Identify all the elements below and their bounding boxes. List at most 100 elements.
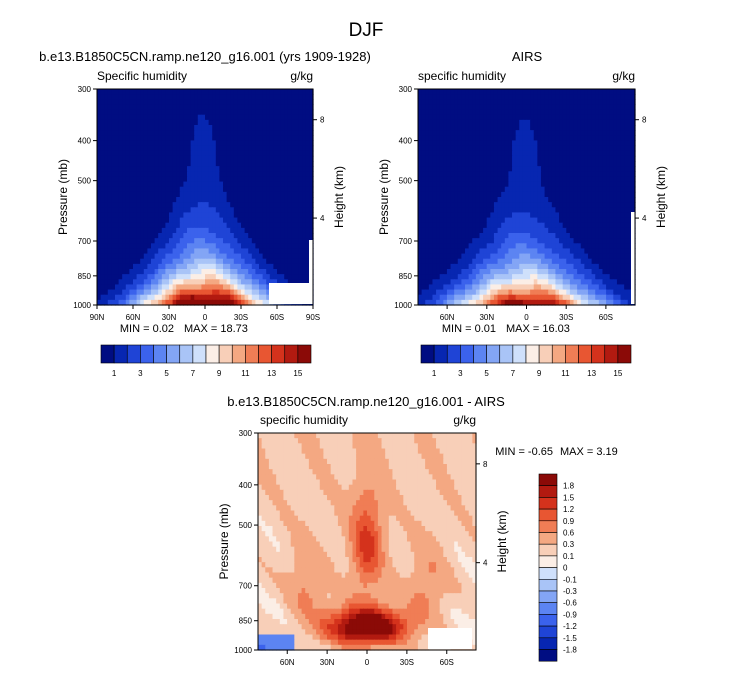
data-cell bbox=[215, 279, 220, 286]
data-cell bbox=[584, 243, 589, 250]
data-cell bbox=[219, 191, 224, 198]
data-cell bbox=[446, 289, 452, 296]
data-cell bbox=[591, 135, 596, 142]
data-cell bbox=[490, 212, 495, 219]
data-cell bbox=[147, 207, 152, 214]
data-cell bbox=[129, 114, 134, 121]
data-cell bbox=[504, 202, 510, 208]
data-cell bbox=[512, 166, 517, 172]
data-cell bbox=[133, 263, 138, 270]
data-cell bbox=[251, 299, 256, 306]
data-cell bbox=[183, 274, 188, 280]
data-cell bbox=[115, 191, 120, 198]
data-cell bbox=[613, 94, 618, 100]
data-cell bbox=[115, 253, 120, 260]
data-cell bbox=[305, 197, 310, 203]
data-cell bbox=[519, 114, 524, 121]
data-cell bbox=[161, 135, 166, 142]
data-cell bbox=[497, 197, 502, 203]
data-cell bbox=[595, 186, 600, 193]
data-cell bbox=[580, 274, 585, 280]
data-cell bbox=[526, 135, 531, 142]
data-cell bbox=[226, 176, 231, 183]
data-cell bbox=[201, 140, 206, 147]
data-cell bbox=[598, 222, 604, 229]
data-cell bbox=[147, 161, 152, 167]
data-cell bbox=[262, 233, 267, 239]
data-cell bbox=[223, 181, 228, 188]
data-cell bbox=[147, 227, 152, 234]
data-cell bbox=[129, 135, 134, 142]
data-cell bbox=[443, 243, 448, 250]
data-cell bbox=[548, 248, 553, 255]
data-cell bbox=[508, 202, 513, 208]
data-cell bbox=[219, 114, 224, 121]
data-cell bbox=[212, 253, 217, 260]
data-cell bbox=[508, 217, 513, 224]
data-cell bbox=[439, 243, 444, 250]
data-cell bbox=[432, 238, 437, 244]
data-cell bbox=[280, 176, 285, 183]
data-cell bbox=[443, 181, 448, 188]
data-cell bbox=[551, 233, 557, 239]
data-cell bbox=[468, 274, 473, 280]
data-cell bbox=[573, 227, 578, 234]
data-cell bbox=[133, 145, 138, 152]
data-cell bbox=[504, 145, 510, 152]
data-cell bbox=[215, 233, 220, 239]
data-cell bbox=[624, 166, 629, 172]
data-cell bbox=[465, 150, 470, 157]
data-cell bbox=[551, 207, 557, 214]
data-cell bbox=[197, 207, 202, 214]
data-cell bbox=[291, 238, 296, 244]
data-cell bbox=[620, 207, 625, 214]
data-cell bbox=[277, 130, 282, 136]
data-cell bbox=[530, 284, 535, 291]
data-cell bbox=[551, 274, 557, 280]
data-cell bbox=[262, 274, 267, 280]
data-cell bbox=[305, 243, 310, 250]
data-cell bbox=[223, 207, 228, 214]
data-cell bbox=[584, 130, 589, 136]
data-cell bbox=[143, 294, 148, 301]
data-cell bbox=[559, 140, 564, 147]
data-cell bbox=[584, 109, 589, 116]
data-cell bbox=[161, 191, 166, 198]
data-cell bbox=[454, 166, 459, 172]
data-cell bbox=[262, 253, 267, 260]
data-cell bbox=[172, 269, 177, 275]
data-cell bbox=[421, 253, 426, 260]
data-cell bbox=[230, 212, 235, 219]
data-cell bbox=[526, 140, 531, 147]
data-cell bbox=[569, 109, 575, 116]
data-cell bbox=[443, 197, 448, 203]
data-cell bbox=[219, 207, 224, 214]
data-cell bbox=[287, 125, 292, 131]
data-cell bbox=[580, 202, 585, 208]
data-cell bbox=[555, 207, 560, 214]
data-cell bbox=[573, 135, 578, 142]
data-cell bbox=[129, 119, 134, 126]
data-cell bbox=[418, 155, 423, 162]
data-cell bbox=[512, 145, 517, 152]
data-cell bbox=[436, 135, 441, 142]
data-cell bbox=[100, 125, 105, 131]
data-cell bbox=[125, 104, 130, 111]
data-cell bbox=[215, 248, 220, 255]
data-cell bbox=[176, 109, 181, 116]
data-cell bbox=[291, 176, 296, 183]
data-cell bbox=[472, 125, 477, 131]
data-cell bbox=[280, 202, 285, 208]
data-cell bbox=[176, 227, 181, 234]
data-cell bbox=[201, 166, 206, 172]
data-cell bbox=[172, 243, 177, 250]
data-cell bbox=[129, 222, 134, 229]
data-cell bbox=[223, 253, 228, 260]
data-cell bbox=[190, 155, 195, 162]
data-cell bbox=[537, 222, 542, 229]
data-cell bbox=[512, 248, 517, 255]
data-cell bbox=[627, 150, 632, 157]
data-cell bbox=[555, 238, 560, 244]
data-cell bbox=[497, 145, 502, 152]
